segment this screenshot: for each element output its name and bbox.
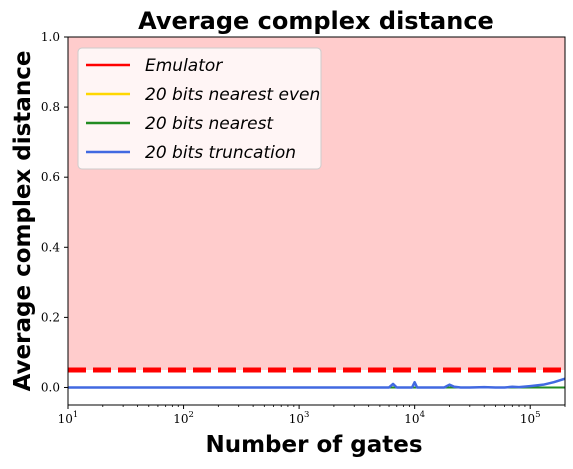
x-tick-label: 105	[520, 410, 541, 426]
legend: Emulator 20 bits nearest even 20 bits near…	[77, 47, 322, 170]
legend-entry: Emulator	[145, 56, 223, 76]
y-tick-label: 1.0	[41, 30, 60, 44]
legend-entry: 20 bits nearest even	[145, 85, 320, 105]
legend-entry: 20 bits truncation	[145, 143, 296, 163]
y-tick-label: 0.0	[41, 380, 60, 394]
x-tick-label: 103	[289, 410, 310, 426]
series-line-20-bits-truncation	[68, 377, 566, 389]
y-axis: 0.0 0.2 0.4 0.6 0.8 1.0	[41, 30, 68, 394]
plot-frame	[67, 36, 566, 406]
legend-box	[77, 47, 322, 170]
x-tick-label: 104	[404, 410, 425, 426]
y-tick-label: 0.6	[41, 170, 60, 184]
y-tick-label: 0.4	[41, 240, 60, 254]
chart-title: Average complex distance	[138, 7, 494, 35]
legend-entry: 20 bits nearest	[145, 114, 274, 134]
y-axis-label: Average complex distance	[10, 51, 36, 392]
x-axis-label: Number of gates	[205, 432, 422, 458]
series-layer	[68, 367, 566, 389]
x-tick-label: 102	[173, 410, 194, 426]
x-axis: 101 102 103 104 105	[58, 405, 566, 426]
y-tick-label: 0.8	[41, 100, 60, 114]
x-tick-label: 101	[58, 410, 79, 426]
y-tick-label: 0.2	[41, 310, 60, 324]
